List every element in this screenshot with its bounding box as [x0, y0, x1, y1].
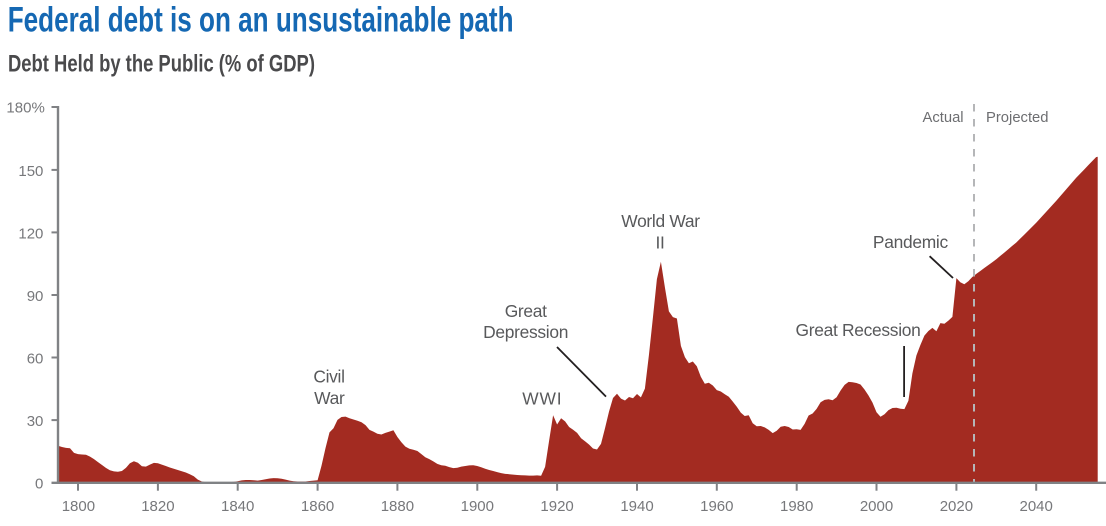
svg-text:2040: 2040: [1020, 498, 1053, 515]
svg-text:Actual: Actual: [922, 110, 963, 126]
svg-text:Depression: Depression: [483, 322, 568, 342]
svg-text:30: 30: [27, 413, 44, 430]
svg-text:150: 150: [18, 163, 43, 180]
svg-text:Civil: Civil: [313, 367, 344, 387]
svg-text:1920: 1920: [540, 498, 573, 515]
svg-text:2000: 2000: [860, 498, 893, 515]
svg-text:1900: 1900: [461, 498, 494, 515]
svg-text:1980: 1980: [780, 498, 813, 515]
svg-text:1940: 1940: [620, 498, 653, 515]
svg-text:180%: 180%: [6, 100, 44, 117]
svg-text:1840: 1840: [221, 498, 254, 515]
svg-text:Pandemic: Pandemic: [873, 232, 949, 252]
svg-text:Great Recession: Great Recession: [795, 320, 920, 340]
svg-text:Projected: Projected: [986, 110, 1049, 126]
svg-text:II: II: [655, 232, 664, 252]
svg-text:120: 120: [18, 225, 43, 242]
svg-text:60: 60: [27, 351, 44, 368]
svg-text:1860: 1860: [301, 498, 334, 515]
svg-text:Federal debt is on an unsustai: Federal debt is on an unsustainable path: [8, 0, 514, 40]
svg-text:Debt Held by the Public (% of: Debt Held by the Public (% of GDP): [8, 50, 315, 77]
svg-text:1820: 1820: [141, 498, 174, 515]
svg-text:0: 0: [35, 475, 43, 492]
svg-text:2020: 2020: [940, 498, 973, 515]
svg-text:90: 90: [27, 288, 44, 305]
svg-text:Great: Great: [505, 301, 547, 321]
svg-text:1960: 1960: [700, 498, 733, 515]
svg-text:World War: World War: [621, 211, 700, 231]
svg-text:WWI: WWI: [522, 389, 562, 409]
svg-text:War: War: [314, 388, 345, 408]
svg-text:1800: 1800: [62, 498, 95, 515]
svg-text:1880: 1880: [381, 498, 414, 515]
